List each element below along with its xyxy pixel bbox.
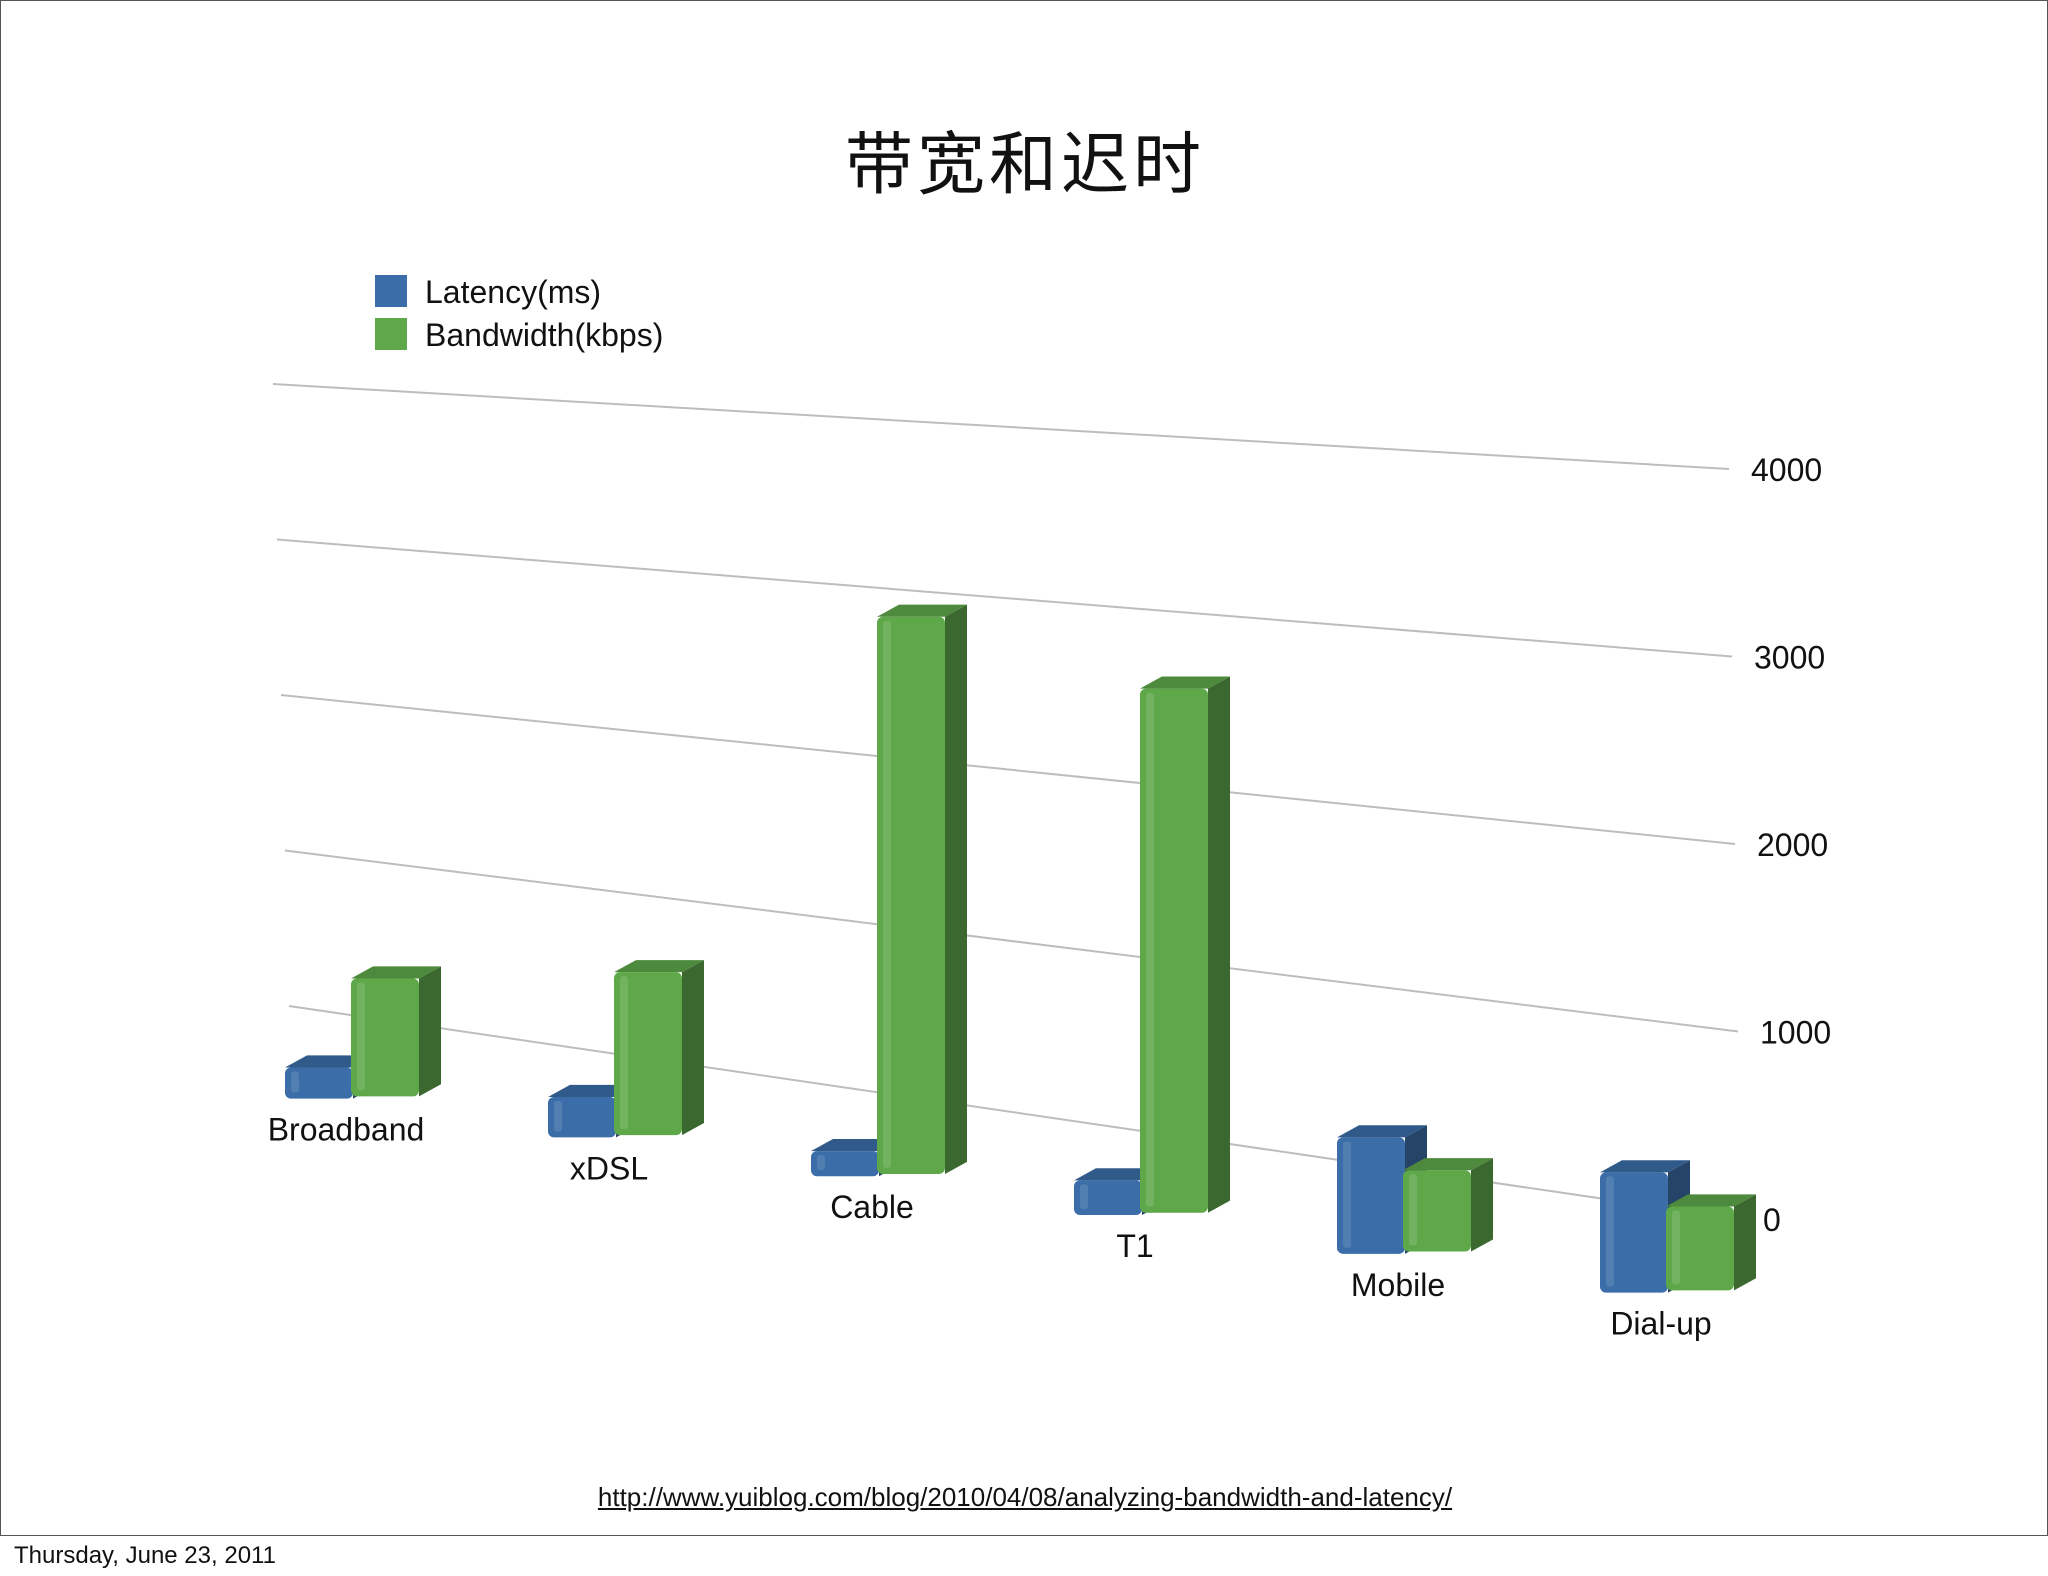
chart: 0 1000 2000 3000 4000 Broadband xDSL Cable T1 Mo… (268, 274, 1831, 1342)
bars (285, 604, 1756, 1293)
gridlines (272, 383, 1742, 1220)
category-label: Dial-up (1610, 1306, 1711, 1342)
bar-bandwidth (1666, 1194, 1756, 1291)
y-tick-label: 0 (1763, 1202, 1781, 1238)
category-label: Cable (830, 1189, 914, 1225)
page-title: 带宽和迟时 (844, 126, 1205, 205)
category-label: Broadband (268, 1112, 425, 1148)
gridline (288, 1005, 1742, 1220)
bar-bandwidth (351, 966, 441, 1097)
y-tick-label: 1000 (1760, 1015, 1831, 1051)
source-link[interactable]: http://www.yuiblog.com/blog/2010/04/08/a… (597, 1482, 1453, 1512)
bar-bandwidth (877, 604, 967, 1174)
category-labels: Broadband xDSL Cable T1 Mobile Dial-up (268, 1112, 1712, 1342)
legend: Latency(ms) Bandwidth(kbps) (375, 274, 663, 353)
gridline (276, 538, 1733, 658)
category-label: Mobile (1351, 1267, 1445, 1303)
y-tick-label: 4000 (1751, 452, 1822, 488)
footer-date: Thursday, June 23, 2011 (14, 1542, 276, 1569)
bar-bandwidth (614, 960, 704, 1136)
y-axis-ticks: 0 1000 2000 3000 4000 (1751, 452, 1831, 1238)
category-label: xDSL (570, 1150, 648, 1186)
slide: 带宽和迟时 0 1000 2000 3000 4000 Broadband xDSL Cab… (0, 0, 2048, 1536)
y-tick-label: 3000 (1754, 640, 1825, 676)
bar-bandwidth (1403, 1158, 1493, 1252)
category-label: T1 (1116, 1228, 1153, 1264)
gridline (280, 694, 1736, 845)
legend-label: Latency(ms) (425, 274, 601, 310)
gridline (284, 849, 1739, 1033)
legend-swatch (375, 275, 407, 307)
bar-bandwidth (1140, 676, 1230, 1213)
gridline (272, 383, 1730, 470)
y-tick-label: 2000 (1757, 827, 1828, 863)
legend-swatch (375, 318, 407, 350)
legend-label: Bandwidth(kbps) (425, 317, 663, 353)
